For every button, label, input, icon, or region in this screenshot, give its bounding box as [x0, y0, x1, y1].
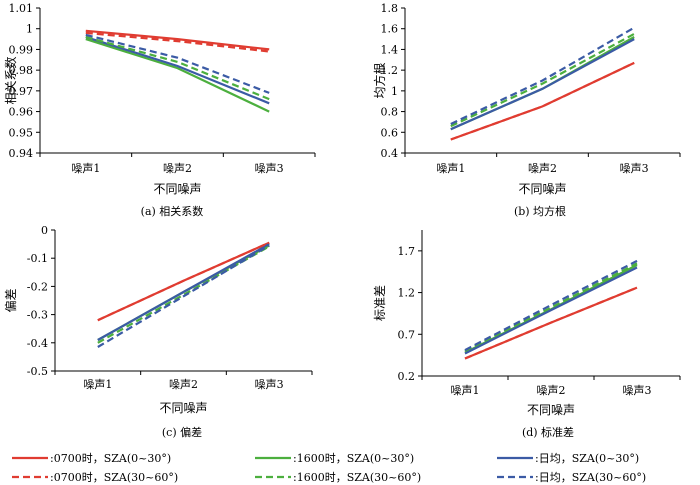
- y-tick-label: 1: [391, 85, 398, 98]
- x-tick-label: 噪声3: [620, 161, 649, 175]
- legend-item: :日均，SZA(0~30°): [497, 452, 639, 465]
- y-axis-title: 标准差: [373, 285, 387, 321]
- series-line-daily-sza30-60: [97, 244, 270, 348]
- series-line-daily-sza0-30: [450, 38, 635, 131]
- y-tick-label: -0.5: [27, 365, 48, 378]
- legend: :0700时，SZA(0~30°) :1600时，SZA(0~30°) :日均，SZ…: [12, 452, 646, 484]
- legend-label: :日均，SZA(30~60°): [535, 471, 646, 484]
- x-tick-label: 噪声2: [169, 377, 198, 391]
- legend-item: :1600时，SZA(30~60°): [255, 471, 421, 484]
- panel-caption: (d) 标准差: [522, 425, 574, 439]
- x-tick-label: 噪声1: [83, 377, 112, 391]
- series-line-0700-sza0-30: [450, 61, 635, 141]
- y-tick-label: 0.4: [381, 147, 399, 160]
- series-line-1600-sza0-30: [85, 38, 270, 113]
- series-line-daily-sza0-30: [97, 243, 270, 341]
- series-line-0700-sza30-60: [450, 61, 635, 141]
- series-line-daily-sza30-60: [450, 26, 635, 125]
- series-line-daily-sza0-30: [85, 35, 270, 105]
- series-line-1600-sza30-60: [464, 262, 638, 352]
- y-tick-label: 1.2: [381, 64, 399, 77]
- legend-label: :1600时，SZA(0~30°): [293, 452, 414, 465]
- y-tick-label: 0: [41, 224, 48, 237]
- y-tick-label: 1.01: [9, 2, 34, 15]
- legend-label: :0700时，SZA(0~30°): [50, 452, 171, 465]
- legend-label: :日均，SZA(0~30°): [535, 452, 639, 465]
- y-tick-label: 1.2: [398, 287, 416, 300]
- series-line-0700-sza30-60: [464, 286, 638, 360]
- legend-label: :1600时，SZA(30~60°): [293, 471, 421, 484]
- legend-item: :0700时，SZA(30~60°): [12, 471, 178, 484]
- y-tick-label: 0.96: [9, 106, 34, 119]
- x-tick-label: 噪声2: [528, 161, 557, 175]
- y-tick-label: 1: [26, 23, 33, 36]
- x-tick-label: 噪声3: [623, 383, 652, 397]
- x-axis-title: 不同噪声: [518, 182, 566, 196]
- legend-item: :日均，SZA(30~60°): [497, 471, 646, 484]
- series-line-0700-sza0-30: [85, 29, 270, 51]
- series-line-1600-sza30-60: [85, 35, 270, 101]
- y-tick-label: 0.8: [381, 106, 399, 119]
- panel-caption: (b) 均方根: [514, 204, 566, 218]
- series-line-0700-sza30-60: [97, 241, 270, 322]
- y-tick-label: 0.2: [398, 370, 416, 383]
- y-tick-label: 0.97: [9, 85, 34, 98]
- y-tick-label: 0.6: [381, 126, 399, 139]
- chart-panel-1: 0.94 0.95 0.96 0.97 0.98 0.99 1 1.01 噪声1 噪声2 噪声3 不同…: [3, 2, 316, 218]
- y-tick-label: -0.2: [27, 280, 48, 293]
- x-tick-label: 噪声1: [436, 161, 465, 175]
- series-line-0700-sza30-60: [85, 31, 270, 53]
- chart-panel-3: -0.5 -0.4 -0.3 -0.2 -0.1 0 噪声1 噪声2 噪声3 不同噪声 偏差 (c) …: [3, 224, 313, 439]
- y-tick-label: -0.3: [27, 309, 48, 322]
- y-tick-label: 1.6: [381, 23, 399, 36]
- x-tick-label: 噪声2: [537, 383, 566, 397]
- x-tick-label: 噪声3: [255, 377, 284, 391]
- series-line-daily-sza0-30: [464, 266, 638, 355]
- y-axis-title: 均方根: [372, 62, 387, 98]
- panel-caption: (a) 相关系数: [141, 204, 204, 218]
- legend-label: :0700时，SZA(30~60°): [50, 471, 178, 484]
- x-tick-label: 噪声2: [163, 161, 192, 175]
- series-line-daily-sza30-60: [85, 33, 270, 94]
- y-tick-label: -0.4: [27, 337, 48, 350]
- y-tick-label: 0.7: [398, 328, 416, 341]
- x-axis-title: 不同噪声: [153, 182, 201, 196]
- y-tick-label: 1.4: [381, 43, 399, 56]
- y-tick-label: 0.98: [9, 64, 34, 77]
- y-tick-label: -0.1: [27, 252, 48, 265]
- y-axis-title: 相关系数: [3, 56, 18, 104]
- y-tick-label: 0.99: [9, 43, 34, 56]
- x-axis-title: 不同噪声: [159, 401, 207, 415]
- x-tick-label: 噪声3: [255, 161, 284, 175]
- y-axis-title: 偏差: [3, 288, 18, 312]
- legend-item: :0700时，SZA(0~30°): [12, 452, 171, 465]
- series-line-1600-sza30-60: [450, 32, 635, 128]
- x-tick-label: 噪声1: [71, 161, 100, 175]
- y-tick-label: 1.7: [398, 245, 416, 258]
- chart-panel-4: 0.2 0.7 1.2 1.7 噪声1 噪声2 噪声3 不同噪声 标准差 (d) 标准差: [373, 230, 681, 439]
- chart-panel-2: 0.4 0.6 0.8 1 1.2 1.4 1.6 1.8 噪声1 噪声2 噪声3 不同噪声 均方根 (b…: [372, 2, 681, 218]
- y-tick-label: 1.8: [381, 2, 399, 15]
- y-tick-label: 0.95: [9, 126, 34, 139]
- y-tick-label: 0.94: [9, 147, 34, 160]
- series-line-daily-sza30-60: [464, 259, 638, 352]
- x-axis-title: 不同噪声: [527, 403, 575, 417]
- panel-caption: (c) 偏差: [162, 425, 202, 439]
- legend-item: :1600时，SZA(0~30°): [255, 452, 414, 465]
- x-tick-label: 噪声1: [451, 383, 480, 397]
